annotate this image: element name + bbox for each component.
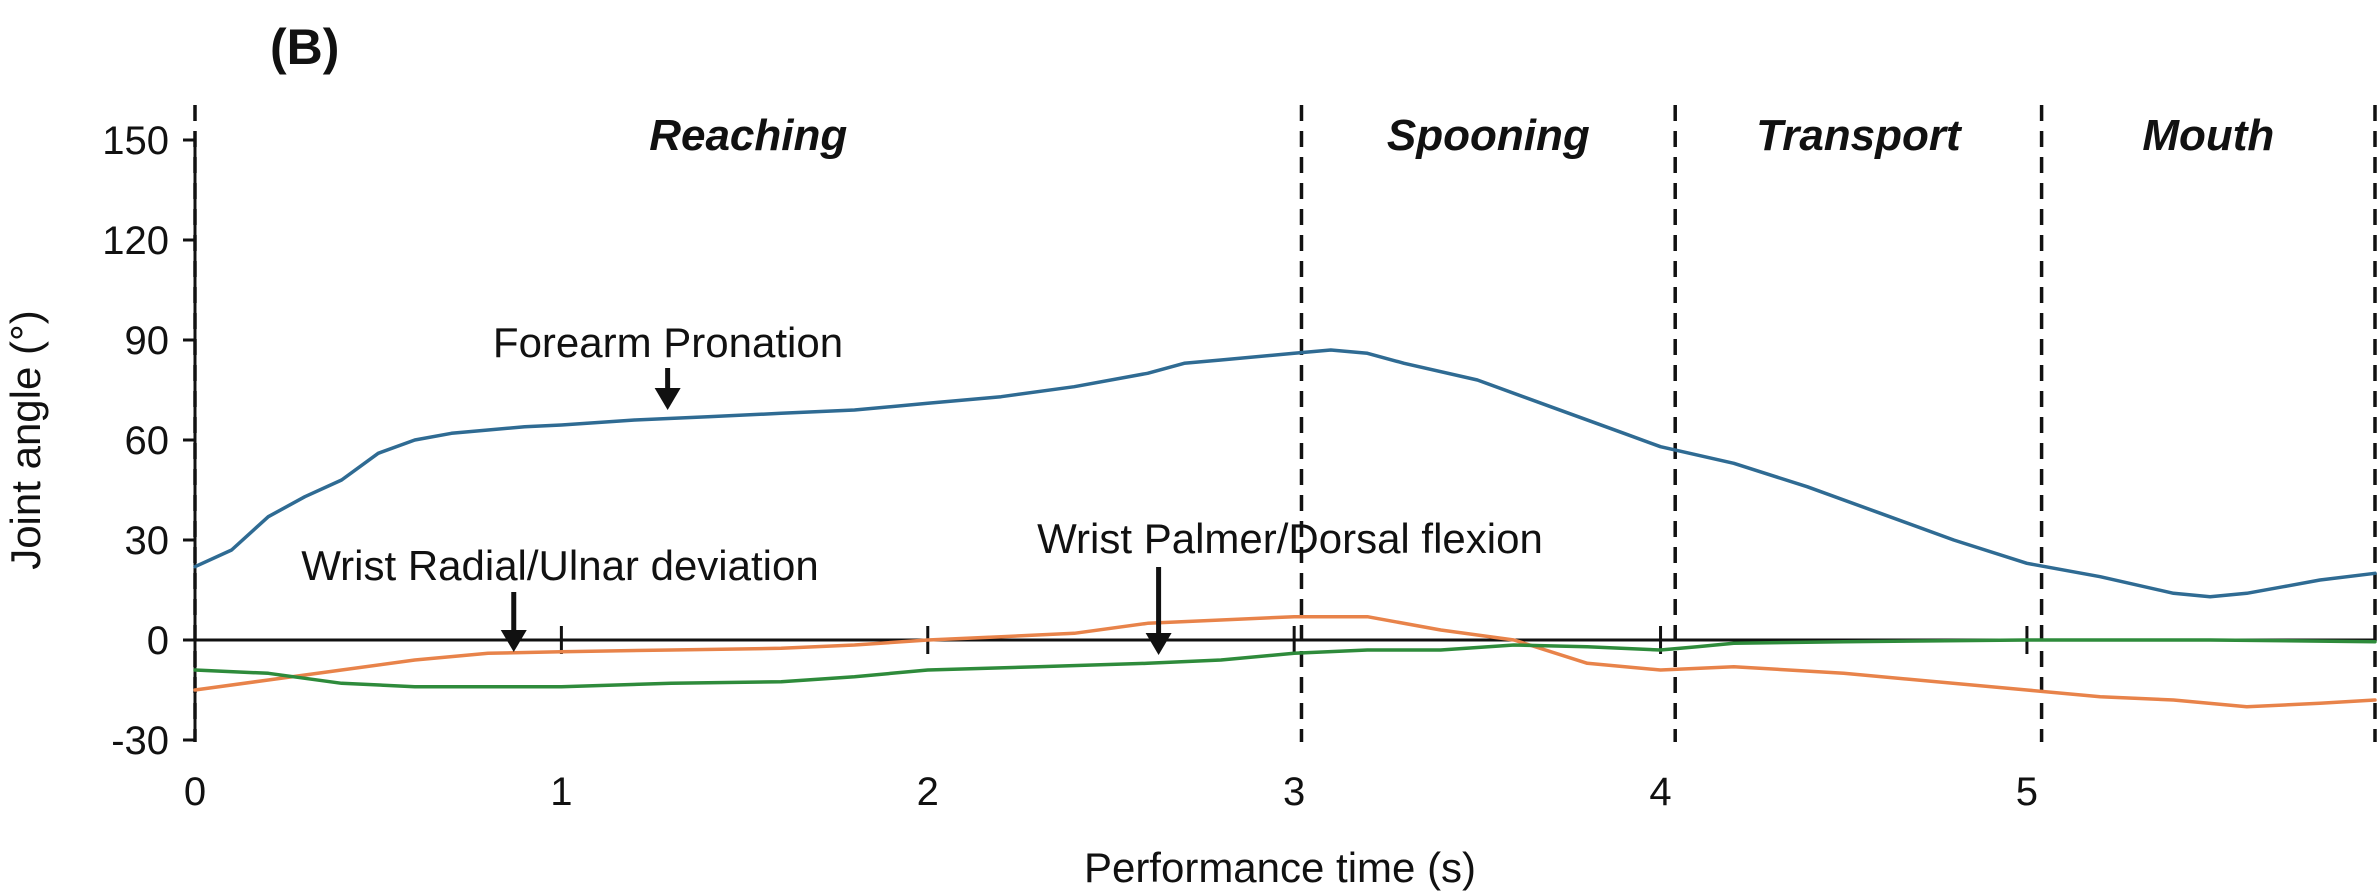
- panel-label: (B): [270, 19, 339, 75]
- y-tick-label: 30: [125, 519, 170, 563]
- series-line-forearm-pronation: [193, 348, 2377, 599]
- y-tick-label: 0: [147, 619, 169, 663]
- y-tick-label: 150: [102, 119, 169, 163]
- phase-label-reaching: Reaching: [649, 111, 847, 160]
- phase-label-transport: Transport: [1756, 111, 1963, 160]
- annotation-label: Forearm Pronation: [493, 319, 843, 366]
- phase-labels: Reaching Spooning Transport Mouth: [649, 111, 2274, 160]
- y-tick-label: 120: [102, 219, 169, 263]
- phase-boundaries: [193, 105, 2377, 742]
- y-tick-label: -30: [111, 719, 169, 763]
- phase-label-mouth: Mouth: [2142, 111, 2274, 160]
- x-tick-label: 5: [2016, 770, 2038, 814]
- series-lines: [193, 348, 2377, 709]
- x-tick-label: 2: [917, 770, 939, 814]
- phase-label-spooning: Spooning: [1387, 111, 1590, 160]
- y-tick-label: 60: [125, 419, 170, 463]
- series-line-wrist-palmer-dorsal-flexion: [193, 614, 2377, 709]
- y-tick-label: 90: [125, 319, 170, 363]
- x-tick-label: 0: [184, 770, 206, 814]
- x-tick-label: 1: [550, 770, 572, 814]
- x-tick-label: 4: [1649, 770, 1671, 814]
- annotation-arrow-head: [500, 630, 527, 652]
- x-tick-label: 3: [1283, 770, 1305, 814]
- y-axis: 150 120 90 60 30 0 -30: [102, 119, 197, 763]
- series-line-wrist-radial-ulnar-deviation: [193, 638, 2377, 689]
- annotation-label: Wrist Palmer/Dorsal flexion: [1037, 515, 1543, 562]
- x-axis-title: Performance time (s): [1084, 844, 1476, 891]
- annotation-arrow-head: [1145, 633, 1172, 655]
- annotation-label: Wrist Radial/Ulnar deviation: [301, 542, 818, 589]
- annotation-arrow-head: [654, 388, 681, 410]
- y-axis-title: Joint angle (°): [2, 310, 49, 570]
- annotations: Forearm Pronation Wrist Radial/Ulnar devi…: [301, 319, 1543, 655]
